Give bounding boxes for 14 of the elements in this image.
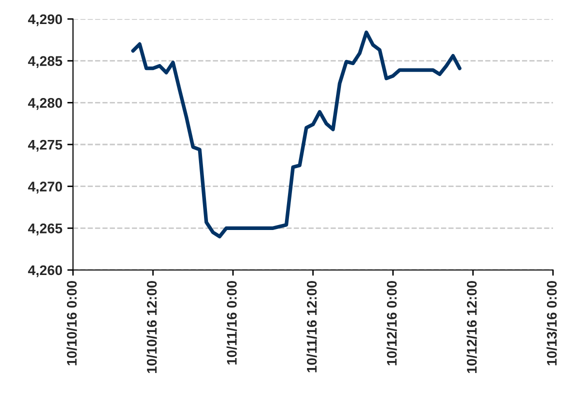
y-tick-label: 4,260 — [28, 265, 62, 278]
x-tick-label: 10/11/16 0:00 — [226, 280, 237, 364]
y-tick-label: 4,280 — [28, 98, 62, 110]
y-tick-label: 4,270 — [28, 182, 62, 194]
y-tick-label: 4,265 — [28, 224, 62, 236]
y-tick-label: 4,275 — [28, 140, 62, 152]
y-tick-label: 4,290 — [28, 14, 62, 26]
x-tick-label: 10/10/16 12:00 — [146, 280, 157, 373]
y-tick-label: 4,285 — [28, 56, 62, 68]
x-tick-label: 10/12/16 12:00 — [466, 280, 477, 373]
x-tick-label: 10/12/16 0:00 — [386, 280, 397, 366]
x-tick-label: 10/13/16 0:00 — [546, 280, 557, 366]
x-tick-label: 10/11/16 12:00 — [306, 280, 317, 372]
x-tick-label: 10/10/16 0:00 — [66, 280, 77, 366]
